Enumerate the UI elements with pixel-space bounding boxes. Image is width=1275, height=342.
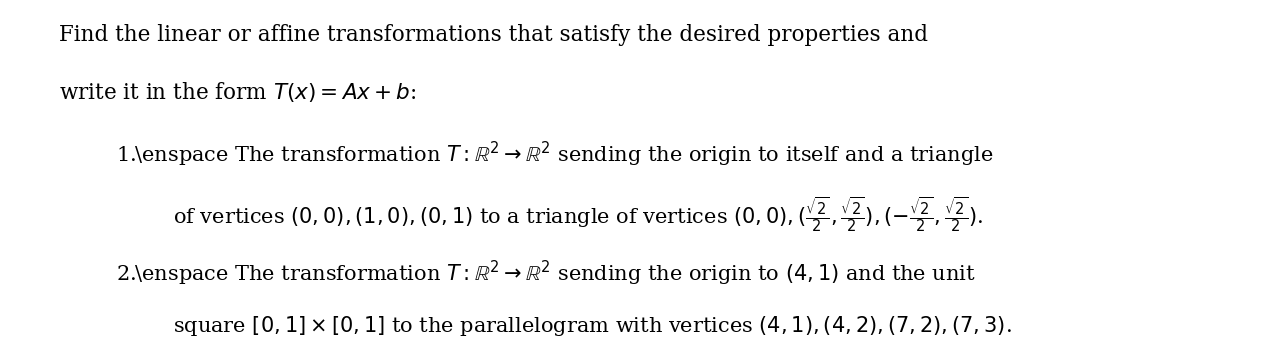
Text: Find the linear or affine transformations that satisfy the desired properties an: Find the linear or affine transformation…: [59, 24, 928, 46]
Text: write it in the form $T(x) = Ax + b$:: write it in the form $T(x) = Ax + b$:: [59, 80, 416, 104]
Text: 2.\enspace The transformation $T : \mathbb{R}^2 \to \mathbb{R}^2$ sending the or: 2.\enspace The transformation $T : \math…: [116, 259, 975, 288]
Text: of vertices $(0,0),(1,0),(0,1)$ to a triangle of vertices $(0,0), (\frac{\sqrt{2: of vertices $(0,0),(1,0),(0,1)$ to a tri…: [173, 195, 983, 234]
Text: square $[0,1]\times[0,1]$ to the parallelogram with vertices $(4,1),(4,2),(7,2),: square $[0,1]\times[0,1]$ to the paralle…: [173, 314, 1012, 338]
Text: 1.\enspace The transformation $T : \mathbb{R}^2 \to \mathbb{R}^2$ sending the or: 1.\enspace The transformation $T : \math…: [116, 140, 993, 169]
